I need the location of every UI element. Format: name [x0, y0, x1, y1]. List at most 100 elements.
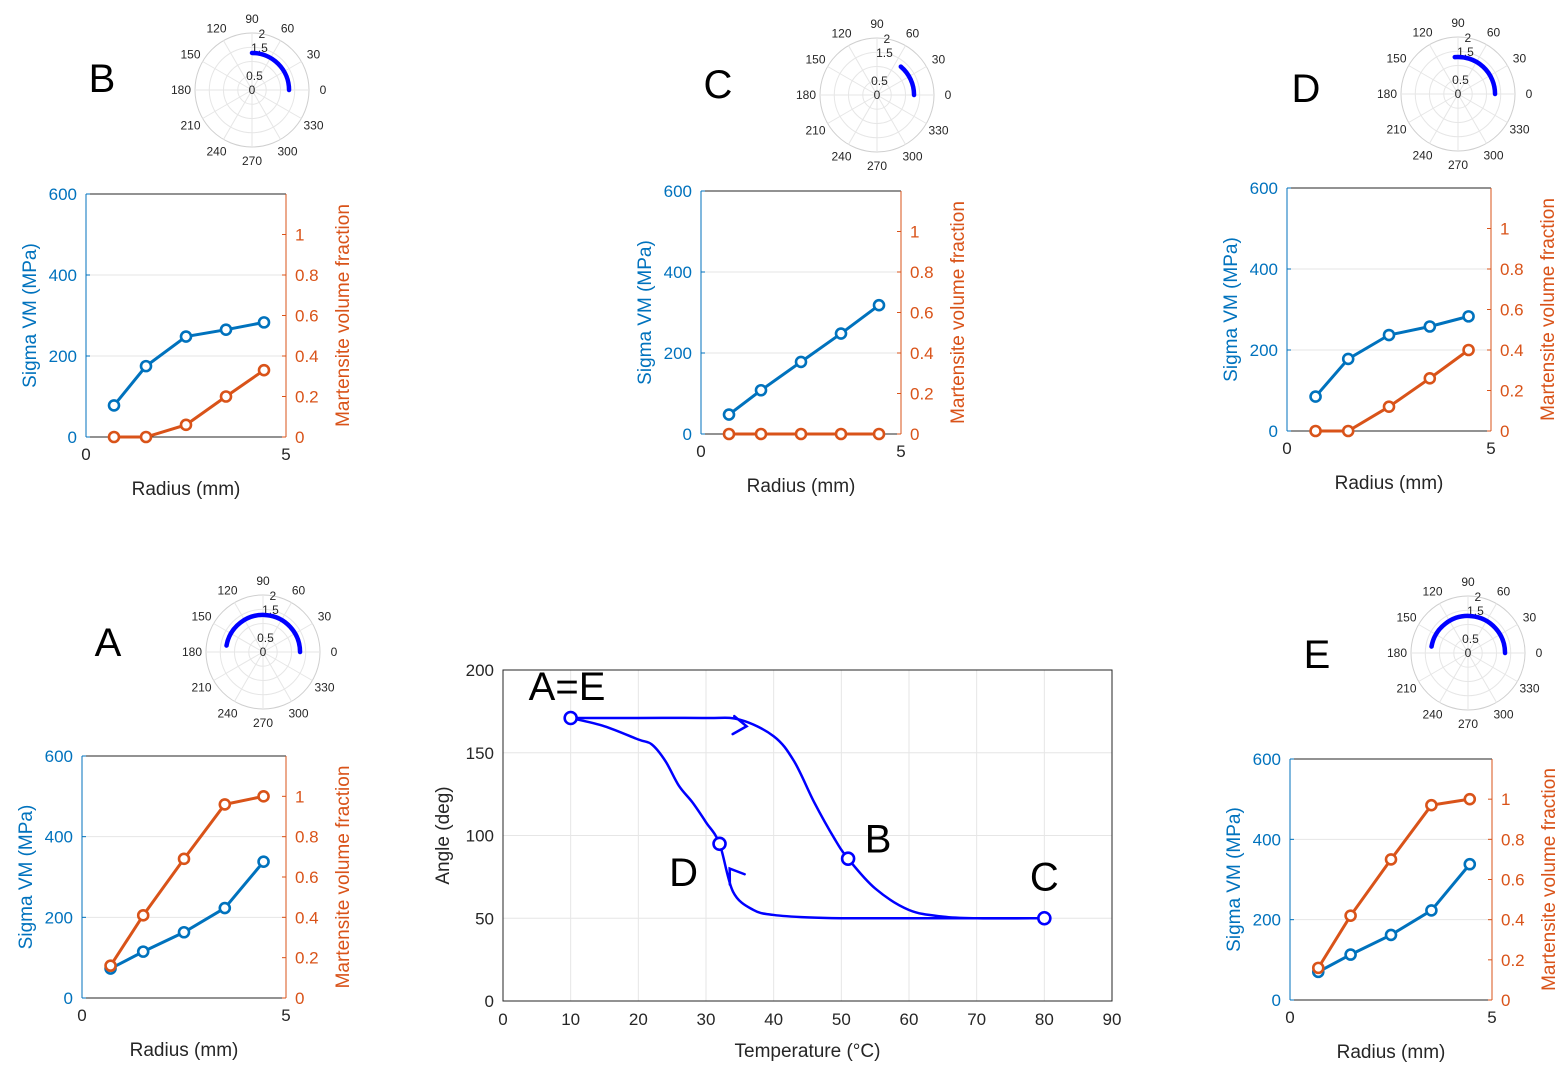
- polar-theta-label: 90: [1461, 575, 1475, 589]
- polar-arc: [249, 50, 292, 93]
- y-axis-label-left: Sigma VM (MPa): [20, 243, 41, 388]
- polar-theta-label: 180: [1377, 87, 1397, 101]
- y-axis-label-right: Martensite volume fraction: [1539, 768, 1560, 991]
- martensite-point: [107, 430, 121, 444]
- polar-theta-label: 0: [320, 83, 327, 97]
- martensite-point: [1384, 853, 1398, 866]
- panel-center: 0 10 20 30 40 50 60 70 80 90 0 50 100 150 200 Temperatu…: [433, 661, 1121, 1062]
- stress-point: [136, 945, 150, 958]
- y-tick-label-right: 1: [295, 226, 304, 245]
- polar-theta-label: 270: [1448, 158, 1468, 172]
- y-axis-label-right: Martensite volume fraction: [333, 766, 354, 989]
- y-tick-label-right: 1: [1501, 790, 1510, 809]
- stress-point: [1309, 390, 1322, 403]
- martensite-point: [177, 852, 191, 866]
- martensite-point: [1309, 424, 1322, 438]
- polar-theta-label: 270: [253, 716, 273, 730]
- polar-spoke: [262, 623, 313, 653]
- y-tick-label-right: 0.6: [295, 307, 319, 326]
- polar-theta-label: 240: [1422, 707, 1442, 721]
- martensite-point: [179, 418, 193, 432]
- y-axis-label-right: Martensite volume fraction: [333, 204, 354, 427]
- polar-spoke: [1457, 44, 1487, 95]
- state-label: A=E: [529, 665, 606, 709]
- polar-spoke: [827, 66, 878, 96]
- y-tick-label-left: 600: [45, 747, 73, 766]
- polar-spoke: [1439, 652, 1469, 703]
- stress-line: [1314, 314, 1469, 398]
- polar-spoke: [1467, 624, 1518, 654]
- y-tick-label: 50: [475, 909, 494, 928]
- polar-theta-label: 60: [281, 22, 295, 36]
- y-tick-label-left: 200: [49, 347, 77, 366]
- y-tick-label-right: 0: [1500, 422, 1509, 441]
- polar-spoke: [1467, 603, 1497, 654]
- polar-theta-label: 30: [307, 48, 321, 62]
- stress-point: [1423, 320, 1437, 333]
- stress-point: [1344, 948, 1357, 961]
- x-tick-label: 0: [1285, 1008, 1294, 1027]
- polar-theta-label: 330: [928, 124, 948, 138]
- martensite-point: [1311, 961, 1325, 975]
- martensite-point: [139, 430, 153, 444]
- polar-spoke: [848, 94, 878, 145]
- martensite-point: [1423, 372, 1437, 385]
- martensite-point: [104, 959, 117, 973]
- polar-theta-label: 180: [796, 88, 816, 102]
- polar-r-label: 0: [874, 88, 881, 102]
- polar-theta-label: 300: [1493, 707, 1513, 721]
- x-tick-label: 0: [696, 442, 705, 461]
- polar-r-label: 2: [270, 589, 277, 603]
- polar-theta-label: 90: [1451, 16, 1465, 30]
- y-tick-label-right: 0.4: [1501, 911, 1525, 930]
- polar-theta-label: 120: [206, 22, 226, 36]
- polar-r-label: 0.5: [1462, 632, 1479, 646]
- stress-point: [218, 901, 232, 915]
- y-tick-label-right: 0.2: [295, 388, 319, 407]
- x-tick-label: 5: [1486, 439, 1495, 458]
- x-tick-label: 90: [1103, 1010, 1122, 1029]
- polar-theta-label: 150: [1396, 611, 1416, 625]
- polar-spoke: [251, 89, 302, 119]
- stress-point: [1462, 310, 1475, 323]
- x-axis-label: Radius (mm): [747, 476, 856, 497]
- polar-theta-label: 30: [932, 53, 946, 67]
- polar-spoke: [1439, 603, 1469, 654]
- y-tick-label-right: 0.8: [910, 263, 934, 282]
- polar-theta-label: 0: [1526, 87, 1533, 101]
- polar-theta-label: 330: [303, 119, 323, 133]
- cooling-curve: [570, 716, 1045, 920]
- y-tick-label-left: 0: [1272, 991, 1281, 1010]
- martensite-point: [1462, 343, 1475, 357]
- state-marker: [840, 851, 856, 866]
- polar-r-label: 0: [260, 645, 267, 659]
- y-tick-label-left: 400: [664, 263, 692, 282]
- x-tick-label: 60: [900, 1010, 919, 1029]
- polar-spoke: [1457, 65, 1508, 95]
- polar-theta-label: 120: [1412, 26, 1432, 40]
- x-axis-label: Radius (mm): [130, 1040, 239, 1061]
- stress-point: [872, 298, 886, 312]
- y-tick-label-left: 400: [1253, 830, 1281, 849]
- state-label: B: [865, 818, 892, 862]
- plot-frame: [502, 669, 1113, 1002]
- polar-spoke: [262, 651, 313, 681]
- polar-theta-label: 330: [1519, 682, 1539, 696]
- y-tick-label-right: 0: [295, 428, 304, 447]
- polar-theta-label: 210: [180, 119, 200, 133]
- martensite-point: [1463, 792, 1477, 806]
- polar-r-label: 0.5: [871, 74, 888, 88]
- polar-r-label: 0.5: [257, 631, 274, 645]
- polar-spoke: [251, 89, 281, 140]
- polar-spoke: [223, 40, 253, 91]
- polar-theta-label: 120: [831, 27, 851, 41]
- polar-spoke: [223, 89, 253, 140]
- stress-point: [1382, 328, 1396, 342]
- polar-spoke: [1467, 652, 1497, 703]
- martensite-point: [872, 427, 886, 441]
- polar-r-label: 1.5: [876, 46, 893, 60]
